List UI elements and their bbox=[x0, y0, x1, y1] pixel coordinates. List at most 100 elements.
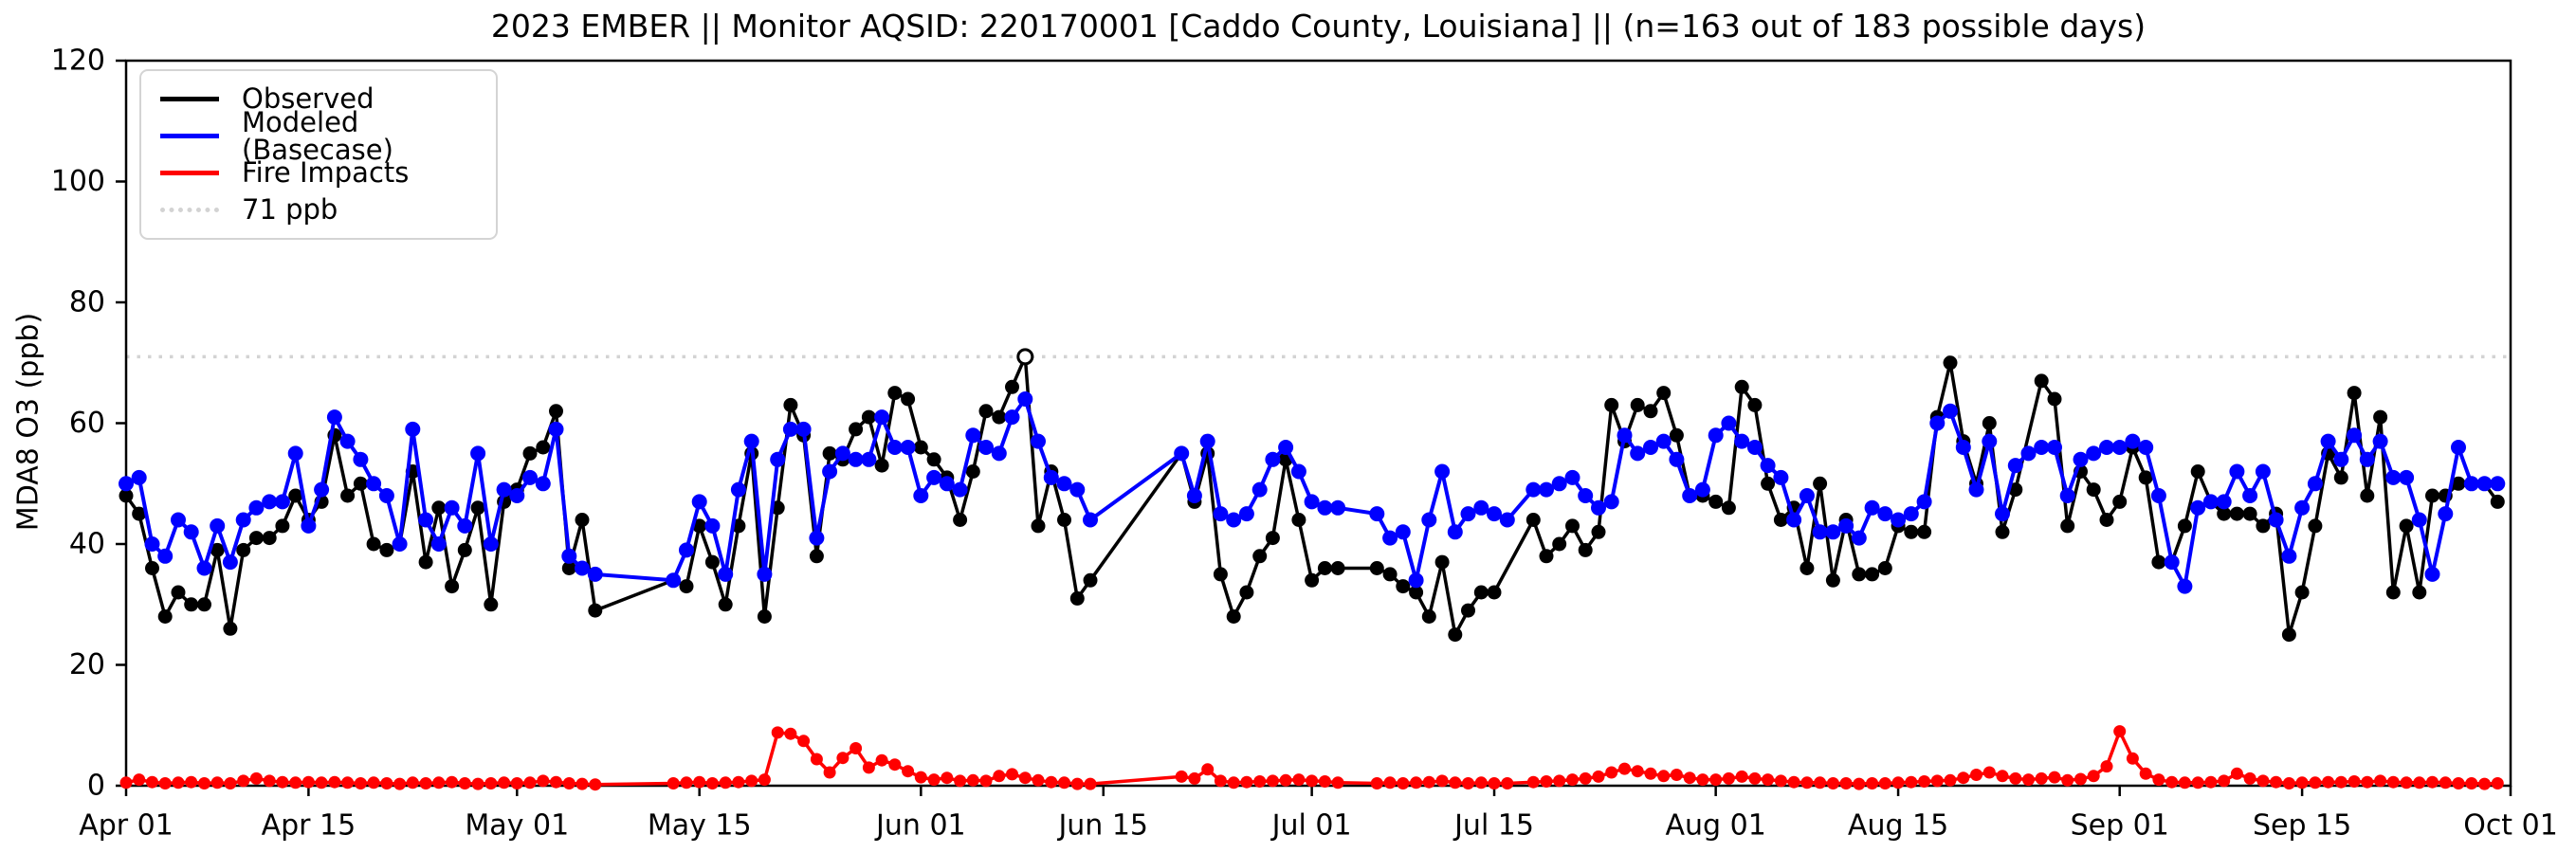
data-point bbox=[1708, 427, 1724, 444]
data-point bbox=[1696, 773, 1709, 787]
data-point bbox=[1421, 512, 1437, 528]
data-point bbox=[2022, 773, 2035, 787]
data-point bbox=[965, 464, 980, 479]
data-point bbox=[1630, 397, 1645, 412]
data-point bbox=[1069, 590, 1085, 606]
data-point bbox=[2060, 518, 2075, 534]
data-point bbox=[1317, 561, 1332, 575]
data-point bbox=[1043, 469, 1059, 485]
modeled-line-sample-icon bbox=[160, 134, 219, 138]
data-point bbox=[1838, 517, 1854, 534]
data-point bbox=[679, 579, 694, 594]
data-point bbox=[914, 771, 927, 784]
data-point bbox=[1592, 770, 1605, 783]
data-point bbox=[536, 440, 551, 455]
data-point bbox=[927, 773, 941, 787]
fire-line-sample-icon bbox=[160, 171, 219, 175]
data-point bbox=[783, 397, 798, 412]
data-point bbox=[718, 597, 733, 612]
data-point bbox=[1917, 524, 1932, 539]
x-tick-label: May 15 bbox=[648, 809, 752, 843]
data-point bbox=[2087, 770, 2100, 783]
data-point bbox=[1526, 775, 1540, 789]
data-point bbox=[1434, 463, 1451, 480]
data-point bbox=[730, 481, 746, 498]
data-point bbox=[289, 776, 302, 789]
data-point bbox=[2229, 463, 2245, 480]
data-point bbox=[328, 775, 341, 789]
data-point bbox=[588, 603, 603, 618]
data-point bbox=[718, 566, 734, 582]
data-point bbox=[1982, 416, 1997, 430]
data-point bbox=[2374, 774, 2387, 788]
data-point bbox=[1382, 567, 1398, 582]
data-point bbox=[2411, 512, 2427, 528]
data-point bbox=[2490, 476, 2506, 492]
data-point bbox=[758, 773, 771, 787]
data-point bbox=[550, 775, 562, 789]
data-point bbox=[886, 440, 903, 455]
data-point bbox=[1290, 463, 1306, 480]
data-point bbox=[522, 469, 538, 485]
data-point bbox=[1526, 481, 1542, 498]
data-point bbox=[1787, 775, 1800, 789]
data-point bbox=[1762, 773, 1775, 787]
data-point bbox=[926, 469, 942, 485]
x-tick-label: May 01 bbox=[465, 809, 569, 843]
data-point bbox=[1657, 770, 1671, 783]
data-point bbox=[1643, 440, 1658, 455]
data-point bbox=[2463, 476, 2479, 492]
data-point bbox=[809, 530, 825, 546]
data-point bbox=[1266, 774, 1279, 788]
data-point bbox=[1057, 513, 1071, 527]
data-point bbox=[1305, 572, 1320, 588]
data-point bbox=[2074, 772, 2087, 786]
data-point bbox=[2217, 506, 2232, 521]
x-tick-label: Sep 01 bbox=[2071, 809, 2169, 843]
data-point bbox=[2333, 451, 2349, 467]
data-point bbox=[2333, 470, 2348, 485]
data-point bbox=[1265, 451, 1281, 467]
data-point bbox=[2322, 775, 2335, 789]
data-point bbox=[457, 542, 472, 557]
data-point bbox=[1238, 506, 1254, 522]
data-point bbox=[2150, 488, 2166, 503]
data-point bbox=[2478, 777, 2491, 790]
data-point bbox=[274, 494, 290, 510]
data-point bbox=[197, 597, 211, 612]
data-point bbox=[1773, 469, 1789, 485]
data-point bbox=[953, 513, 968, 527]
data-point bbox=[392, 536, 408, 552]
data-point bbox=[2347, 427, 2363, 444]
data-point bbox=[757, 566, 773, 582]
data-point bbox=[900, 440, 916, 455]
data-point bbox=[470, 445, 486, 462]
data-point-exceedance bbox=[1016, 348, 1034, 366]
data-point bbox=[1330, 561, 1345, 575]
x-tick-label: Oct 01 bbox=[2463, 809, 2558, 843]
data-point bbox=[1916, 494, 1932, 510]
data-point bbox=[522, 445, 538, 461]
data-point bbox=[2151, 554, 2166, 570]
data-point bbox=[2451, 476, 2466, 491]
legend-label: Fire Impacts bbox=[242, 156, 410, 189]
data-point bbox=[1540, 775, 1553, 788]
data-point bbox=[991, 445, 1007, 462]
data-point bbox=[2190, 499, 2206, 516]
data-point bbox=[2229, 506, 2244, 521]
data-point bbox=[2177, 518, 2192, 534]
data-point bbox=[2165, 775, 2179, 789]
data-point bbox=[1891, 512, 1907, 528]
data-point bbox=[966, 773, 979, 787]
data-point bbox=[1813, 476, 1828, 491]
data-point bbox=[1488, 777, 1501, 789]
data-point bbox=[561, 561, 576, 575]
data-point bbox=[732, 775, 745, 789]
data-point bbox=[2373, 409, 2388, 425]
data-point bbox=[2268, 512, 2284, 528]
y-tick-label: 120 bbox=[51, 45, 105, 78]
data-point bbox=[992, 409, 1007, 425]
legend-label: 71 ppb bbox=[242, 193, 338, 226]
data-point bbox=[484, 777, 498, 789]
